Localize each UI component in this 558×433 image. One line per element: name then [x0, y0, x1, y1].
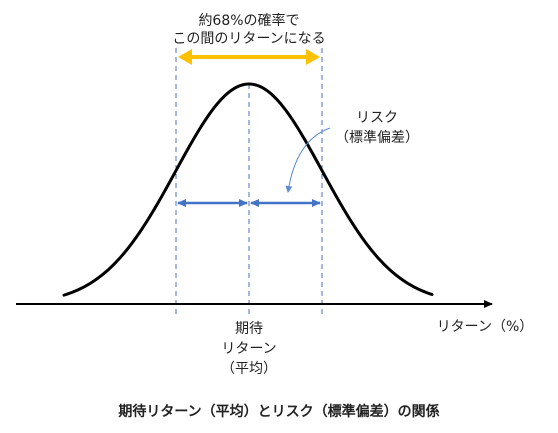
axis-label: リターン（%） — [437, 319, 534, 335]
diagram-caption: 期待リターン（平均）とリスク（標準偏差）の関係 — [118, 403, 439, 420]
range-label-line2: この間のリターンになる — [172, 31, 325, 47]
mean-label-line2: リターン — [221, 341, 276, 357]
range-label-line1: 約68%の確率で — [198, 12, 299, 29]
risk-label-line1: リスク — [356, 110, 398, 126]
risk-pointer-arrow — [285, 127, 331, 193]
normal-distribution-curve — [62, 82, 434, 297]
risk-label-line2: （標準偏差） — [335, 130, 419, 146]
range-arrow — [178, 49, 320, 65]
mean-label-line3: （平均） — [221, 361, 277, 377]
mean-label-line1: 期待 — [235, 321, 263, 337]
